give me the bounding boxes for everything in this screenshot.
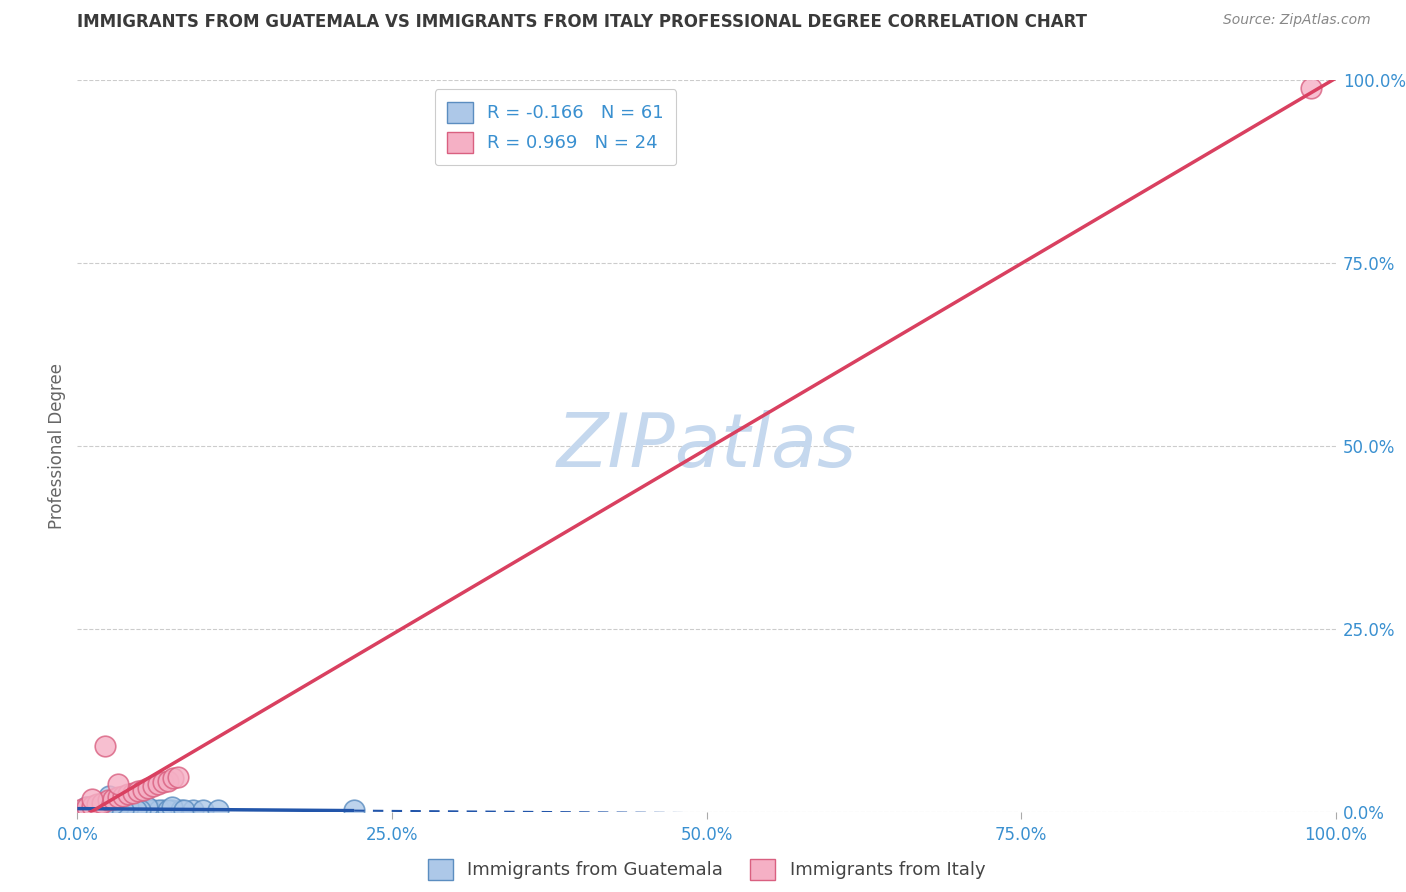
Point bbox=[152, 803, 174, 817]
Point bbox=[82, 803, 104, 817]
Point bbox=[156, 803, 179, 817]
Point bbox=[343, 803, 366, 817]
Point bbox=[96, 793, 118, 807]
Point bbox=[132, 782, 155, 797]
Text: ZIPatlas: ZIPatlas bbox=[557, 410, 856, 482]
Point bbox=[107, 790, 129, 805]
Point bbox=[91, 803, 114, 817]
Point bbox=[139, 803, 162, 817]
Point bbox=[129, 803, 152, 817]
Point bbox=[111, 789, 134, 804]
Point bbox=[84, 800, 107, 814]
Point bbox=[101, 791, 124, 805]
Point bbox=[97, 802, 120, 816]
Point bbox=[142, 779, 165, 793]
Point bbox=[82, 803, 104, 817]
Point bbox=[120, 803, 142, 817]
Point bbox=[156, 774, 179, 789]
Point bbox=[108, 800, 131, 814]
Point bbox=[127, 784, 149, 798]
Point bbox=[91, 796, 114, 810]
Point bbox=[135, 803, 157, 817]
Point bbox=[72, 802, 94, 816]
Point bbox=[167, 770, 190, 784]
Text: IMMIGRANTS FROM GUATEMALA VS IMMIGRANTS FROM ITALY PROFESSIONAL DEGREE CORRELATI: IMMIGRANTS FROM GUATEMALA VS IMMIGRANTS … bbox=[77, 13, 1087, 31]
Point bbox=[127, 803, 149, 817]
Point bbox=[181, 803, 204, 817]
Point bbox=[76, 803, 98, 817]
Y-axis label: Professional Degree: Professional Degree bbox=[48, 363, 66, 529]
Point bbox=[87, 803, 110, 817]
Point bbox=[135, 800, 157, 814]
Point bbox=[107, 777, 129, 791]
Point bbox=[103, 803, 125, 817]
Point bbox=[127, 803, 149, 817]
Point bbox=[82, 791, 104, 805]
Point bbox=[111, 803, 134, 817]
Point bbox=[1299, 80, 1322, 95]
Point bbox=[94, 803, 117, 817]
Point bbox=[72, 803, 94, 817]
Point bbox=[97, 789, 120, 803]
Point bbox=[117, 800, 139, 814]
Point bbox=[82, 798, 104, 813]
Point bbox=[160, 800, 183, 814]
Point bbox=[101, 797, 124, 812]
Point bbox=[91, 803, 114, 817]
Point bbox=[111, 800, 134, 814]
Point bbox=[117, 787, 139, 801]
Point bbox=[207, 803, 229, 817]
Point bbox=[98, 803, 121, 817]
Point bbox=[191, 803, 215, 817]
Point bbox=[129, 803, 152, 817]
Point bbox=[96, 803, 118, 817]
Point bbox=[94, 739, 117, 753]
Point bbox=[114, 803, 136, 817]
Point bbox=[79, 803, 101, 817]
Point bbox=[104, 803, 127, 817]
Point bbox=[101, 800, 124, 814]
Point bbox=[162, 771, 184, 785]
Point bbox=[122, 803, 145, 817]
Point bbox=[89, 803, 111, 817]
Point bbox=[111, 800, 134, 814]
Point bbox=[146, 777, 169, 791]
Point bbox=[108, 800, 131, 814]
Point bbox=[96, 803, 118, 817]
Point bbox=[83, 803, 105, 817]
Legend: Immigrants from Guatemala, Immigrants from Italy: Immigrants from Guatemala, Immigrants fr… bbox=[420, 852, 993, 887]
Point bbox=[107, 803, 129, 817]
Point bbox=[114, 803, 136, 817]
Point bbox=[80, 803, 103, 817]
Point bbox=[117, 800, 139, 814]
Point bbox=[169, 803, 191, 817]
Point bbox=[152, 775, 174, 789]
Point bbox=[132, 803, 155, 817]
Point bbox=[148, 803, 170, 817]
Point bbox=[121, 786, 143, 800]
Text: Source: ZipAtlas.com: Source: ZipAtlas.com bbox=[1223, 13, 1371, 28]
Point bbox=[110, 803, 132, 817]
Point bbox=[160, 803, 183, 817]
Point bbox=[107, 800, 129, 814]
Point bbox=[136, 781, 159, 796]
Point bbox=[75, 800, 97, 814]
Point bbox=[142, 803, 165, 817]
Point bbox=[86, 803, 108, 817]
Point bbox=[120, 803, 142, 817]
Point bbox=[93, 803, 115, 817]
Point bbox=[86, 797, 108, 811]
Point bbox=[125, 803, 148, 817]
Point bbox=[76, 799, 98, 814]
Point bbox=[173, 803, 195, 817]
